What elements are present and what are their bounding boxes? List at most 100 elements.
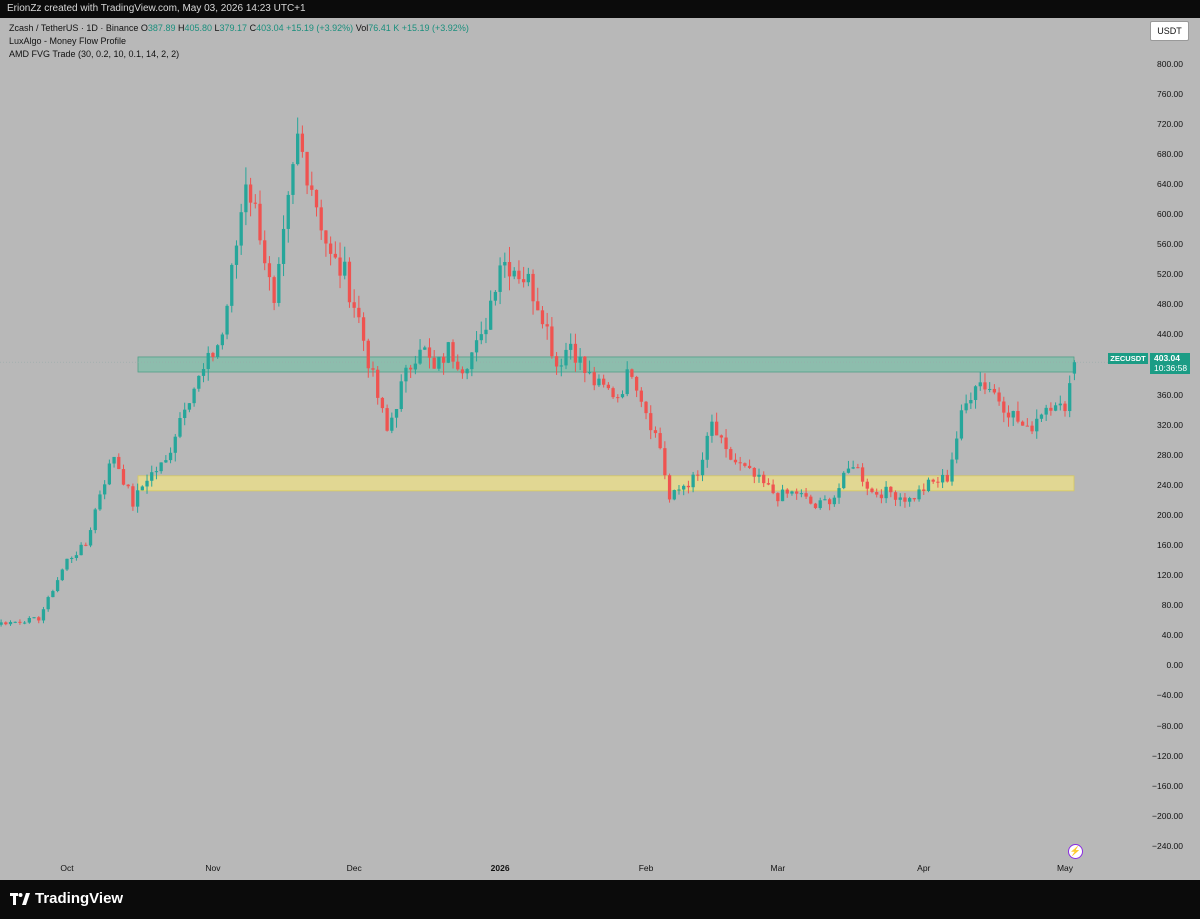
candle-body[interactable]	[696, 474, 700, 476]
candle-body[interactable]	[18, 621, 22, 623]
candle-body[interactable]	[150, 472, 154, 481]
candle-body[interactable]	[898, 497, 902, 500]
candle-body[interactable]	[908, 498, 912, 502]
candle-body[interactable]	[795, 491, 799, 494]
candle-body[interactable]	[747, 465, 752, 468]
candle-body[interactable]	[60, 569, 64, 581]
candle-body[interactable]	[493, 291, 498, 301]
candle-body[interactable]	[616, 397, 620, 399]
candle-body[interactable]	[597, 378, 601, 386]
candle-body[interactable]	[140, 486, 144, 491]
candle-body[interactable]	[343, 261, 347, 276]
candle-body[interactable]	[813, 503, 818, 509]
candle-body[interactable]	[752, 467, 756, 477]
candle-body[interactable]	[936, 481, 940, 483]
candle-body[interactable]	[220, 334, 224, 346]
candle-body[interactable]	[484, 329, 488, 335]
candle-body[interactable]	[559, 365, 563, 367]
candle-body[interactable]	[338, 257, 342, 276]
currency-button[interactable]: USDT	[1150, 21, 1189, 41]
candle-body[interactable]	[1058, 403, 1062, 406]
candle-body[interactable]	[992, 388, 997, 393]
candle-body[interactable]	[4, 622, 8, 625]
candle-body[interactable]	[399, 381, 403, 410]
candle-body[interactable]	[404, 367, 408, 382]
candle-body[interactable]	[644, 401, 648, 414]
candle-body[interactable]	[1025, 425, 1029, 427]
candle-body[interactable]	[84, 544, 88, 546]
candle-body[interactable]	[27, 617, 31, 623]
candle-body[interactable]	[300, 133, 305, 152]
candle-body[interactable]	[1068, 383, 1072, 412]
candle-body[interactable]	[121, 469, 126, 485]
candle-body[interactable]	[206, 352, 210, 369]
candle-body[interactable]	[592, 372, 596, 386]
candle-body[interactable]	[959, 410, 964, 439]
candle-body[interactable]	[65, 558, 69, 570]
candle-body[interactable]	[973, 386, 978, 401]
candle-body[interactable]	[719, 435, 723, 438]
candle-body[interactable]	[423, 347, 427, 350]
candle-body[interactable]	[319, 207, 323, 231]
candle-body[interactable]	[88, 530, 93, 546]
candle-body[interactable]	[875, 492, 879, 495]
candle-body[interactable]	[969, 400, 973, 404]
candle-body[interactable]	[1002, 401, 1006, 413]
candle-body[interactable]	[277, 263, 281, 303]
candle-body[interactable]	[521, 279, 526, 283]
candle-body[interactable]	[41, 609, 46, 621]
candle-body[interactable]	[376, 369, 380, 398]
candle-body[interactable]	[296, 133, 300, 165]
candle-body[interactable]	[940, 474, 945, 483]
candle-body[interactable]	[691, 474, 695, 488]
candle-body[interactable]	[1016, 411, 1020, 422]
candle-body[interactable]	[988, 388, 992, 390]
candle-body[interactable]	[79, 544, 83, 556]
candle-body[interactable]	[729, 449, 733, 460]
candle-body[interactable]	[823, 499, 827, 501]
candle-body[interactable]	[545, 324, 549, 327]
candle-body[interactable]	[258, 203, 262, 241]
candle-body[interactable]	[649, 413, 653, 431]
candle-body[interactable]	[390, 417, 394, 431]
candle-body[interactable]	[324, 230, 328, 244]
candle-body[interactable]	[74, 555, 79, 558]
candle-body[interactable]	[1006, 412, 1011, 418]
candle-body[interactable]	[1011, 411, 1015, 418]
candle-body[interactable]	[686, 485, 691, 488]
candle-body[interactable]	[314, 189, 319, 208]
candle-body[interactable]	[13, 621, 17, 623]
candle-body[interactable]	[667, 475, 672, 500]
candle-body[interactable]	[569, 343, 573, 350]
candle-body[interactable]	[413, 363, 418, 370]
candle-body[interactable]	[1020, 421, 1025, 426]
candle-body[interactable]	[917, 489, 921, 500]
candle-body[interactable]	[248, 184, 253, 203]
candle-body[interactable]	[1053, 405, 1058, 411]
candle-body[interactable]	[889, 486, 893, 493]
candle-body[interactable]	[945, 474, 949, 482]
candle-body[interactable]	[498, 265, 502, 292]
candle-body[interactable]	[441, 356, 446, 363]
candle-body[interactable]	[531, 273, 535, 302]
candle-body[interactable]	[870, 488, 874, 493]
tradingview-logo[interactable]: TradingView	[10, 890, 123, 907]
candle-body[interactable]	[583, 356, 587, 374]
candle-body[interactable]	[536, 301, 540, 311]
candlestick-chart[interactable]	[0, 18, 1146, 880]
candle-body[interactable]	[1063, 403, 1067, 412]
candle-body[interactable]	[677, 489, 681, 491]
candle-body[interactable]	[955, 438, 959, 460]
candle-body[interactable]	[846, 468, 851, 473]
candle-body[interactable]	[682, 485, 686, 490]
legend-indicator-2[interactable]: AMD FVG Trade (30, 0.2, 10, 0.1, 14, 2, …	[9, 49, 180, 59]
candle-body[interactable]	[131, 486, 135, 507]
candle-body[interactable]	[46, 597, 50, 610]
candle-body[interactable]	[380, 397, 385, 409]
candle-body[interactable]	[724, 437, 728, 450]
candle-body[interactable]	[573, 343, 578, 363]
candle-body[interactable]	[103, 484, 107, 495]
candle-body[interactable]	[851, 467, 855, 469]
candle-body[interactable]	[912, 498, 917, 500]
candle-body[interactable]	[154, 471, 159, 473]
